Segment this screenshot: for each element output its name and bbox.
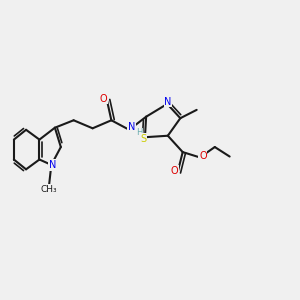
Text: O: O [199, 151, 207, 161]
Text: N: N [128, 122, 135, 132]
Text: N: N [164, 97, 172, 106]
Text: O: O [170, 166, 178, 176]
Text: S: S [140, 134, 146, 144]
Text: N: N [49, 160, 56, 170]
Text: CH₃: CH₃ [40, 185, 57, 194]
Text: H: H [136, 128, 143, 137]
Text: O: O [100, 94, 107, 103]
